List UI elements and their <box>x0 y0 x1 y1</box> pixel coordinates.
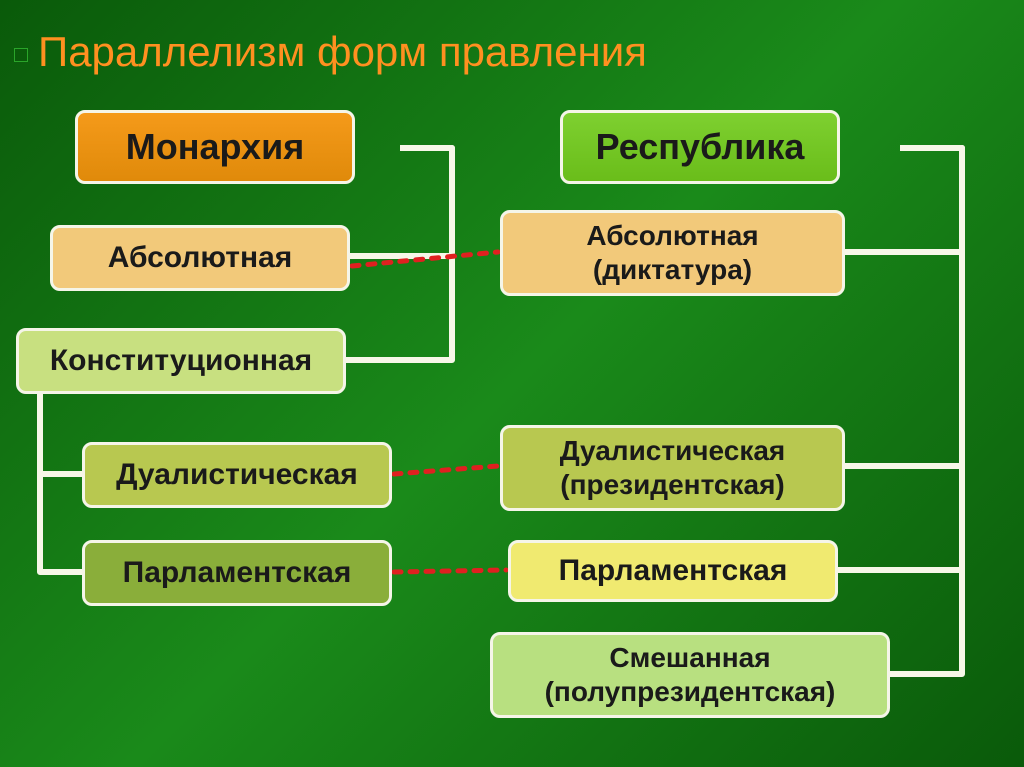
connector-line <box>350 148 452 256</box>
connector-line <box>845 148 962 466</box>
title-bullet <box>14 48 28 62</box>
connector-line <box>845 148 962 252</box>
box-mixed: Смешанная (полупрезидентская) <box>490 632 890 718</box>
slide-title: Параллелизм форм правления <box>38 28 647 76</box>
connector-line <box>40 394 82 474</box>
box-monarchy: Монархия <box>75 110 355 184</box>
connector-line <box>890 148 962 674</box>
box-dualistic-r: Дуалистическая (президентская) <box>500 425 845 511</box>
box-republic: Республика <box>560 110 840 184</box>
box-constitutional: Конституционная <box>16 328 346 394</box>
parallel-link <box>394 570 506 572</box>
box-parliament-m: Парламентская <box>82 540 392 606</box>
connector-line <box>346 148 452 360</box>
box-dualistic-m: Дуалистическая <box>82 442 392 508</box>
connector-line <box>40 394 82 572</box>
box-parliament-r: Парламентская <box>508 540 838 602</box>
parallel-link <box>352 252 498 266</box>
parallel-link <box>394 466 498 474</box>
box-absolute-m: Абсолютная <box>50 225 350 291</box>
connector-line <box>838 148 962 570</box>
box-absolute-r: Абсолютная (диктатура) <box>500 210 845 296</box>
